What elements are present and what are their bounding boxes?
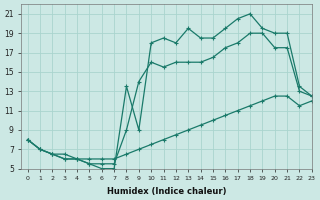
X-axis label: Humidex (Indice chaleur): Humidex (Indice chaleur) [107, 187, 226, 196]
